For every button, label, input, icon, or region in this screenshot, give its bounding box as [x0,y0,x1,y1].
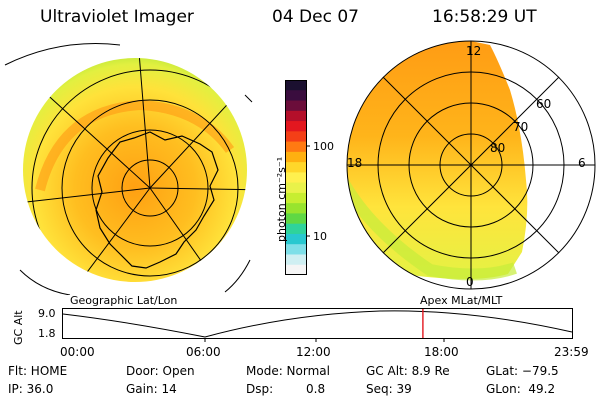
alt-xtick-1800: 18:00 [424,345,459,359]
alt-ylabel: GC Alt [12,310,25,345]
alt-xtick-1200: 12:00 [296,345,331,359]
colorbar-tick-10: 10 [313,230,327,243]
colorbar-segment [285,192,307,204]
image-date: 04 Dec 07 [272,7,359,27]
image-time: 16:58:29 UT [432,7,537,27]
colorbar-segment [285,172,307,184]
colorbar-segment [285,182,307,194]
colorbar-segment [285,213,307,225]
longitude-line [137,58,151,189]
altitude-curve [62,310,573,338]
mlt-label-6: 6 [578,156,586,170]
colorbar-unit-label: photon cm⁻²s⁻¹ [275,156,288,242]
colorbar-segment [285,100,307,112]
colorbar-tick-100: 100 [313,140,334,153]
altitude-plot-frame [62,308,573,339]
mlat-label-60: 60 [536,97,552,111]
antarctica-coastline [95,131,219,269]
colorbar-segment [285,141,307,153]
latitude-circle [31,69,247,282]
status-glon: GLon: 49.2 [486,382,556,396]
colorbar-segment [285,131,307,143]
status-mode: Mode: Normal [246,364,330,378]
colorbar-segment [285,151,307,163]
outer-grid-arc [244,94,253,103]
colorbar-segment [285,110,307,122]
longitude-line [149,187,247,191]
alt-ytick-min: 1.8 [38,327,56,340]
latitude-circle [91,129,209,247]
colorbar [285,80,310,275]
status-glat: GLat: −79.5 [486,364,559,378]
apex-aurora-fill [347,41,528,280]
status-door: Door: Open [126,364,195,378]
status-dsp-label: Dsp: [246,382,274,396]
mlt-label-12: 12 [466,44,482,58]
mlat-label-80: 80 [490,141,506,155]
geo-panel-caption: Geographic Lat/Lon [70,294,178,307]
latitude-circle [61,99,239,277]
colorbar-segment [285,223,307,235]
status-ip: IP: 36.0 [8,382,54,396]
colorbar-segment [285,244,307,256]
outer-grid-arc [19,269,71,295]
status-seq: Seq: 39 [366,382,412,396]
colorbar-segment [285,203,307,215]
status-gc-alt: GC Alt: 8.9 Re [366,364,450,378]
alt-ytick-max: 9.0 [38,307,56,320]
mlt-line [382,76,560,254]
mlat-label-70: 70 [513,120,529,134]
outer-grid-arc [4,43,121,66]
mlt-label-0: 0 [466,275,474,289]
outer-grid-arc [224,259,251,293]
mlt-label-18: 18 [347,156,363,170]
alt-xtick-0600: 06:00 [186,345,221,359]
alt-xtick-0000: 00:00 [60,345,95,359]
alt-xtick-2359: 23:59 [554,345,589,359]
geographic-image [4,43,253,295]
apex-image [346,40,596,290]
colorbar-segment [285,264,307,275]
status-gain: Gain: 14 [126,382,177,396]
status-dsp-value: 0.8 [306,382,326,396]
colorbar-segment [285,233,307,245]
colorbar-segment [285,121,307,132]
apex-panel-caption: Apex MLat/MLT [420,294,503,307]
colorbar-segment [285,254,307,266]
status-flt: Flt: HOME [8,364,68,378]
colorbar-segment [285,162,307,173]
colorbar-segment [285,80,307,91]
colorbar-segment [285,90,307,102]
instrument-title: Ultraviolet Imager [40,7,194,27]
altitude-plot [62,308,573,342]
